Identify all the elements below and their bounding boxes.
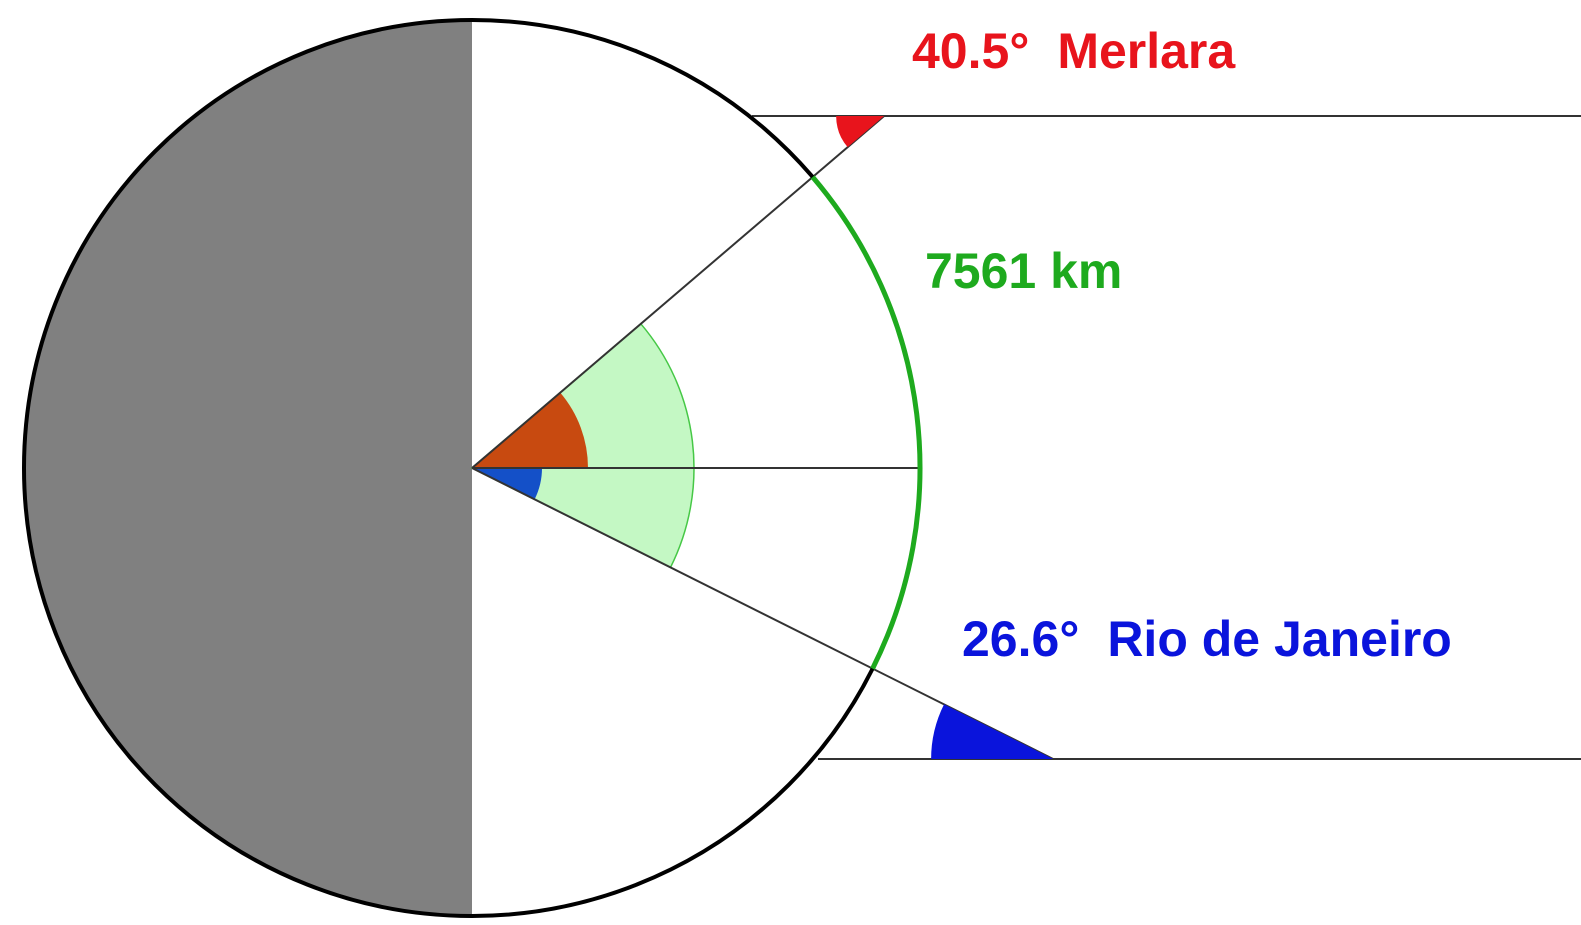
merlara-label: 40.5° Merlara xyxy=(912,26,1235,76)
merlara-city-name: Merlara xyxy=(1057,23,1235,79)
earth-night-side xyxy=(24,20,472,916)
rio-city-name: Rio de Janeiro xyxy=(1107,611,1452,667)
rio-sun-angle xyxy=(931,704,1053,759)
arc-distance-label: 7561 km xyxy=(925,246,1122,296)
rio-angle-value: 26.6° xyxy=(962,611,1079,667)
merlara-sun-angle xyxy=(836,116,884,147)
distance-arc xyxy=(813,177,920,669)
rio-label: 26.6° Rio de Janeiro xyxy=(962,614,1452,664)
merlara-angle-value: 40.5° xyxy=(912,23,1029,79)
